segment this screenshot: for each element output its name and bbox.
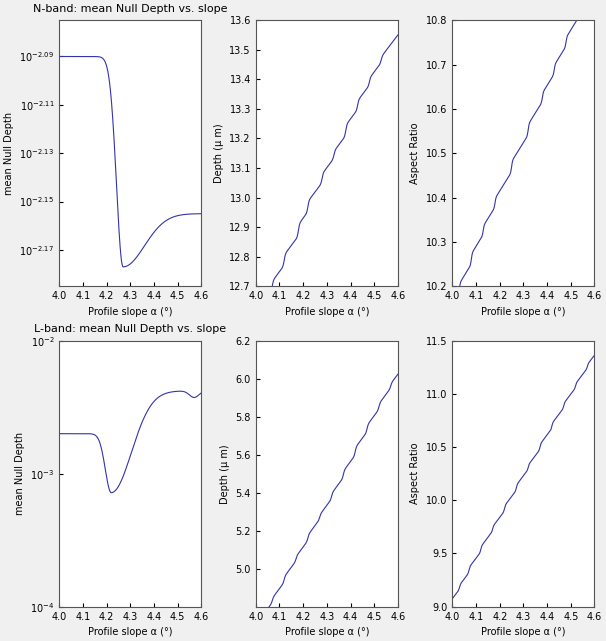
X-axis label: Profile slope α (°): Profile slope α (°) [481, 627, 565, 637]
Y-axis label: mean Null Depth: mean Null Depth [4, 112, 14, 195]
Y-axis label: Depth (μ m): Depth (μ m) [220, 444, 230, 504]
X-axis label: Profile slope α (°): Profile slope α (°) [88, 627, 173, 637]
Y-axis label: mean Null Depth: mean Null Depth [15, 432, 24, 515]
Title: N-band: mean Null Depth vs. slope: N-band: mean Null Depth vs. slope [33, 4, 227, 14]
Y-axis label: Aspect Ratio: Aspect Ratio [410, 122, 421, 184]
X-axis label: Profile slope α (°): Profile slope α (°) [285, 306, 369, 317]
Title: L-band: mean Null Depth vs. slope: L-band: mean Null Depth vs. slope [34, 324, 226, 335]
X-axis label: Profile slope α (°): Profile slope α (°) [285, 627, 369, 637]
X-axis label: Profile slope α (°): Profile slope α (°) [481, 306, 565, 317]
Y-axis label: Aspect Ratio: Aspect Ratio [410, 443, 421, 504]
Y-axis label: Depth (μ m): Depth (μ m) [214, 124, 224, 183]
X-axis label: Profile slope α (°): Profile slope α (°) [88, 306, 173, 317]
